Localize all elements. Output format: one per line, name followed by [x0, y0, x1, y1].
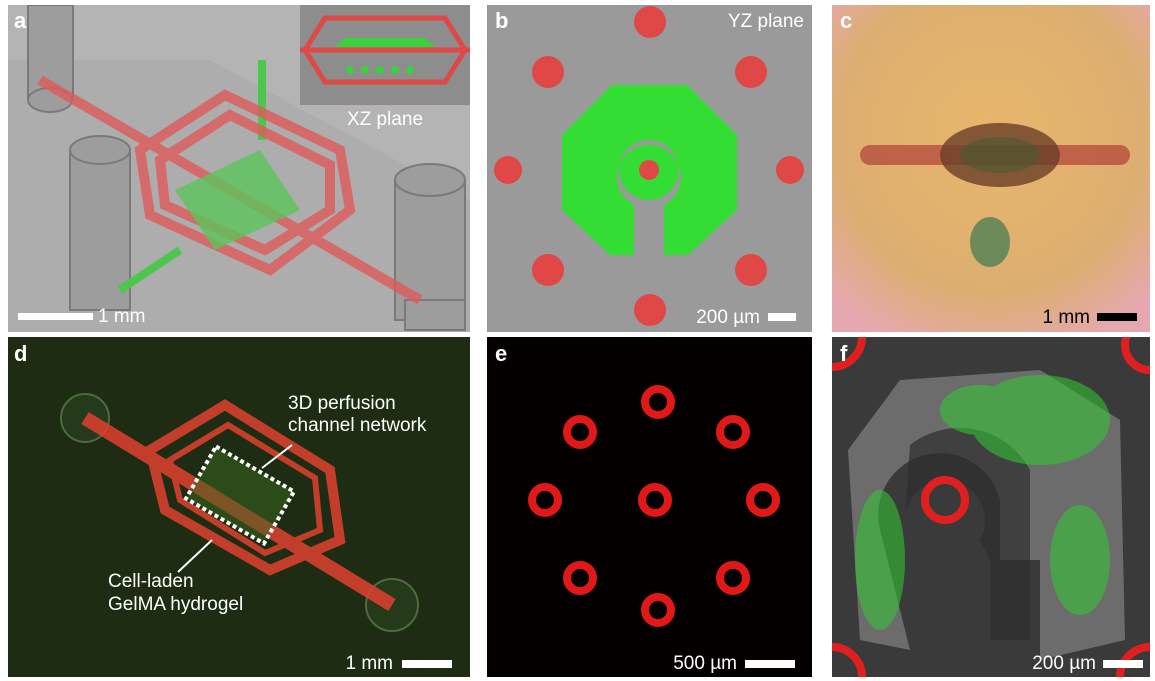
scale-bar-label: 1 mm: [346, 653, 394, 674]
scale-bar-label: 1 mm: [98, 306, 146, 327]
annotation: GelMA hydrogel: [108, 594, 243, 615]
panel-d: [8, 337, 470, 677]
annotation: channel network: [288, 415, 427, 436]
scale-bar-label: 200 µm: [1032, 653, 1096, 674]
panel-a: [8, 5, 470, 332]
panel-b: [487, 5, 812, 332]
scale-bar-label: 200 µm: [696, 307, 760, 328]
annotation: 3D perfusion: [288, 393, 396, 414]
panel-e: [487, 337, 812, 677]
panel-letter: a: [14, 8, 27, 33]
panel-f: [832, 337, 1150, 677]
scale-bar-label: 500 µm: [673, 653, 737, 674]
annotation: Cell-laden: [108, 571, 194, 592]
panel-letter: b: [495, 8, 508, 33]
scale-bar-label: 1 mm: [1043, 307, 1091, 328]
panel-letter: f: [840, 341, 848, 366]
panel-letter: c: [840, 8, 852, 33]
plane-label: YZ plane: [728, 11, 804, 32]
panel-letter: d: [14, 341, 27, 366]
panel-c: [832, 5, 1150, 332]
inset-label: XZ plane: [347, 109, 423, 130]
panel-letter: e: [495, 341, 507, 366]
